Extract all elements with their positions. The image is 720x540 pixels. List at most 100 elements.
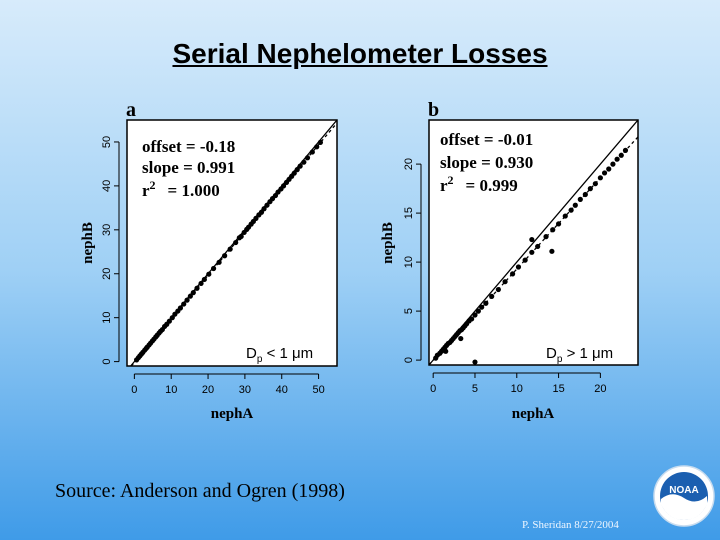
data-point [314, 144, 320, 150]
x-tick-label: 10 [511, 383, 523, 395]
panel-label: a [126, 99, 136, 121]
data-point [177, 305, 184, 311]
data-point [194, 285, 200, 291]
r2-symbol: r [142, 181, 150, 200]
y-tick-label: 50 [101, 136, 113, 148]
size-unit: μm [292, 345, 313, 362]
data-point [201, 276, 207, 283]
y-tick-label: 0 [403, 357, 415, 363]
data-point [475, 308, 481, 314]
data-point [549, 248, 555, 254]
data-point [469, 316, 475, 322]
y-axis-label: nephB [80, 222, 96, 264]
x-tick-label: 15 [552, 383, 564, 395]
data-point [577, 196, 583, 202]
data-point [317, 139, 324, 146]
x-tick-label: 0 [131, 384, 137, 396]
x-axis: 0 10 20 30 40 50 [131, 373, 325, 396]
data-point [458, 335, 464, 342]
data-point [555, 221, 562, 227]
data-point [233, 239, 239, 246]
size-label: Dp > 1 μm [546, 345, 613, 365]
data-point [510, 271, 516, 277]
r2-value: = 0.999 [466, 176, 518, 195]
data-point [190, 290, 196, 296]
data-point [261, 206, 267, 212]
footer-credit: P. Sheridan 8/27/2004 [522, 519, 619, 531]
scatter-panel-a: a 0 10 20 30 40 50 0 10 20 30 40 50 offset = -0.18… [80, 99, 338, 422]
size-unit: μm [592, 345, 613, 362]
x-tick-label: 40 [276, 384, 288, 396]
data-point [522, 257, 528, 263]
data-point [309, 149, 315, 155]
data-point [443, 348, 449, 354]
data-point [483, 300, 489, 306]
data-point [550, 227, 556, 233]
y-tick-label: 10 [101, 312, 113, 324]
source-citation: Source: Anderson and Ogren (1998) [55, 480, 345, 502]
data-point [280, 183, 287, 189]
panel-label: b [428, 99, 439, 121]
data-point [206, 271, 212, 277]
y-tick-label: 40 [101, 180, 113, 192]
data-point [614, 156, 620, 162]
data-point [216, 259, 222, 265]
size-d: D [546, 345, 557, 362]
data-point [184, 297, 190, 303]
x-axis: 0 5 10 15 20 [430, 372, 607, 395]
data-point [582, 191, 588, 198]
data-point [622, 147, 629, 153]
data-point [606, 166, 612, 172]
data-point [601, 170, 608, 176]
y-tick-label: 10 [403, 256, 415, 268]
data-point [495, 286, 501, 293]
r2-value: = 1.000 [168, 181, 220, 200]
y-axis: 0 10 20 30 40 50 [101, 136, 120, 365]
data-point [502, 279, 508, 285]
data-point [515, 264, 522, 270]
x-tick-label: 5 [472, 383, 478, 395]
r2-superscript: 2 [150, 178, 156, 192]
data-points [433, 147, 629, 365]
slope-annotation: slope = 0.991 [142, 158, 235, 177]
data-point [543, 234, 549, 240]
size-sub: p [557, 354, 563, 365]
data-point [472, 312, 478, 318]
data-point [479, 304, 485, 310]
scatter-panel-b: b 0 5 10 15 20 0 5 10 15 20 offset = -0.01 slope… [380, 99, 639, 422]
data-point [562, 213, 568, 219]
slide-title: Serial Nephelometer Losses [172, 38, 548, 69]
data-point [618, 152, 624, 158]
data-point [187, 293, 193, 299]
data-point [210, 265, 217, 272]
x-tick-label: 0 [430, 383, 436, 395]
data-point [238, 233, 244, 240]
r2-annotation: r2 = 0.999 [440, 173, 518, 195]
data-point [592, 181, 598, 187]
data-point [227, 246, 233, 252]
data-point [297, 163, 303, 169]
x-tick-label: 50 [312, 384, 324, 396]
data-point [472, 359, 478, 365]
x-tick-label: 10 [165, 384, 177, 396]
x-tick-label: 20 [594, 383, 606, 395]
data-point [535, 243, 541, 250]
data-point [587, 186, 593, 192]
x-tick-label: 30 [239, 384, 251, 396]
y-axis: 0 5 10 15 20 [403, 158, 422, 363]
y-tick-label: 30 [101, 224, 113, 236]
r2-symbol: r [440, 176, 448, 195]
y-tick-label: 5 [403, 308, 415, 314]
data-point [294, 167, 300, 173]
data-point [166, 318, 172, 324]
size-relation: < 1 [262, 345, 292, 362]
data-point [291, 170, 297, 176]
data-point [610, 161, 616, 167]
data-point [222, 253, 228, 259]
data-point [181, 301, 187, 307]
data-point [568, 207, 574, 213]
data-points [133, 139, 324, 363]
r2-annotation: r2 = 1.000 [142, 178, 220, 200]
noaa-logo: NOAA [653, 465, 715, 527]
data-point [253, 215, 259, 221]
